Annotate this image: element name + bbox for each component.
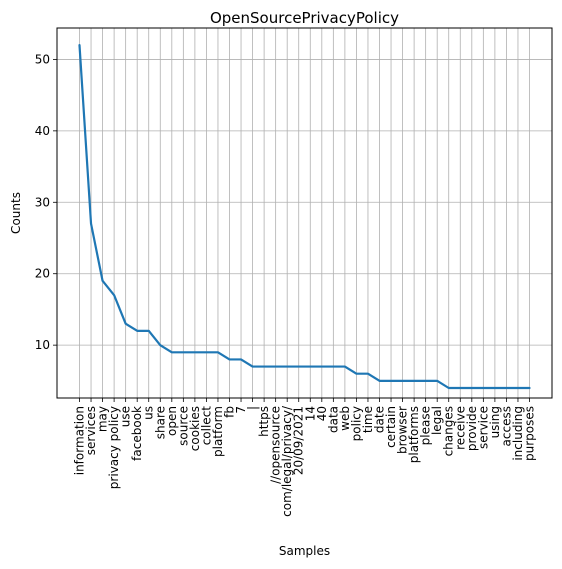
x-tick-label: receive [453,406,467,450]
chart-title: OpenSourcePrivacyPolicy [210,9,399,27]
x-tick-label: facebook [130,406,144,461]
x-tick-label: platform [211,406,225,457]
x-tick-label: browser [396,406,410,454]
x-tick-label: services [84,406,98,455]
x-tick-label: provide [465,406,479,451]
x-tick-label: data [326,406,340,433]
x-tick-label: fb [223,406,237,418]
y-tick-label: 40 [35,124,50,138]
x-tick-label: https [257,406,271,437]
x-tick-label: us [142,406,156,420]
x-tick-label: purposes [523,406,537,461]
x-tick-label: 20/09/2021 [292,406,306,475]
x-tick-label: source [176,406,190,446]
x-tick-label: access [499,406,513,446]
x-tick-label: | [246,406,260,410]
x-tick-label: time [361,406,375,433]
x-tick-label: collect [199,406,213,446]
x-axis-title: Samples [279,544,330,558]
x-tick-label: 7 [234,406,248,414]
x-tick-label: certain [384,406,398,448]
x-tick-label: 40 [315,406,329,421]
x-tick-label: changes [442,406,456,456]
x-tick-label: information [73,406,87,475]
plot-frame [56,27,553,399]
x-tick-label: //opensource [269,406,283,484]
x-tick-label: web [338,406,352,431]
x-tick-label: legal [430,406,444,435]
x-tick-label: share [153,406,167,439]
x-tick-label: com/legal/privacy/ [280,405,294,517]
x-tick-label: cookies [188,406,202,451]
x-tick-label: using [488,406,502,438]
x-tick-label: open [165,406,179,436]
x-tick-label: privacy policy [107,406,121,489]
x-tick-label: date [373,406,387,433]
y-tick-label: 50 [35,52,50,66]
x-tick-label: platforms [407,406,421,463]
x-tick-label: use [119,406,133,427]
grid-layer [57,28,552,398]
y-axis-title: Counts [9,192,23,234]
y-tick-label: 30 [35,195,50,209]
x-tick-label: including [511,406,525,461]
x-tick-label: service [476,406,490,449]
y-tick-label: 20 [35,267,50,281]
series-line [78,44,531,390]
y-tick-label: 10 [35,338,50,352]
x-tick-label: please [419,406,433,445]
x-tick-label: 14 [303,406,317,421]
x-tick-label: policy [349,406,363,441]
x-tick-label: may [96,406,110,432]
